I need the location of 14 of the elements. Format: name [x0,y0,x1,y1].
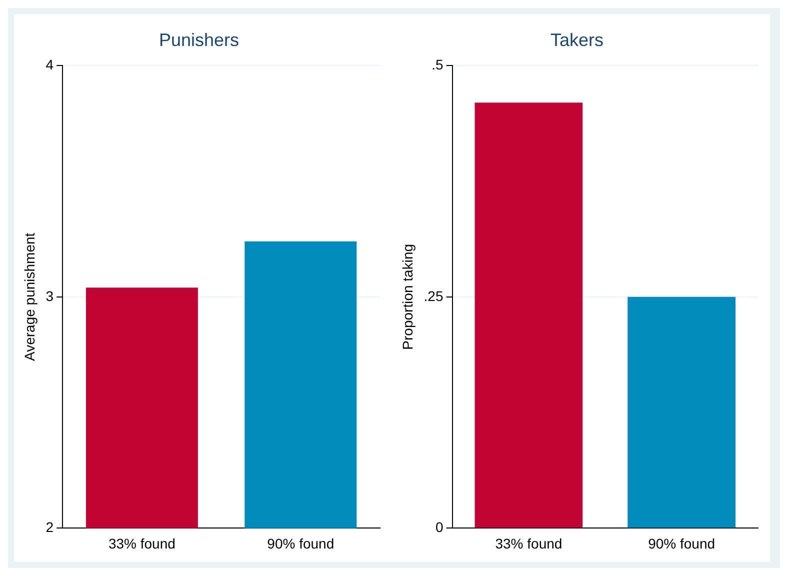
y-axis-title: Average punishment [21,232,38,361]
y-tick-label: 3 [46,288,54,304]
x-tick-label: 90% found [267,535,334,552]
y-tick-label: .5 [432,56,444,72]
x-tick-label: 90% found [648,535,716,552]
y-tick-label: 0 [435,519,444,536]
x-tick-label: 33% found [495,535,562,552]
y-axis-title: Proportion taking [399,244,416,350]
y-tick-label: .25 [424,288,444,304]
y-tick-label: 4 [46,56,54,72]
chart-title: Takers [550,30,604,50]
y-tick-label: 2 [46,519,54,536]
x-tick-label: 33% found [108,535,176,552]
chart-title: Punishers [158,30,240,50]
